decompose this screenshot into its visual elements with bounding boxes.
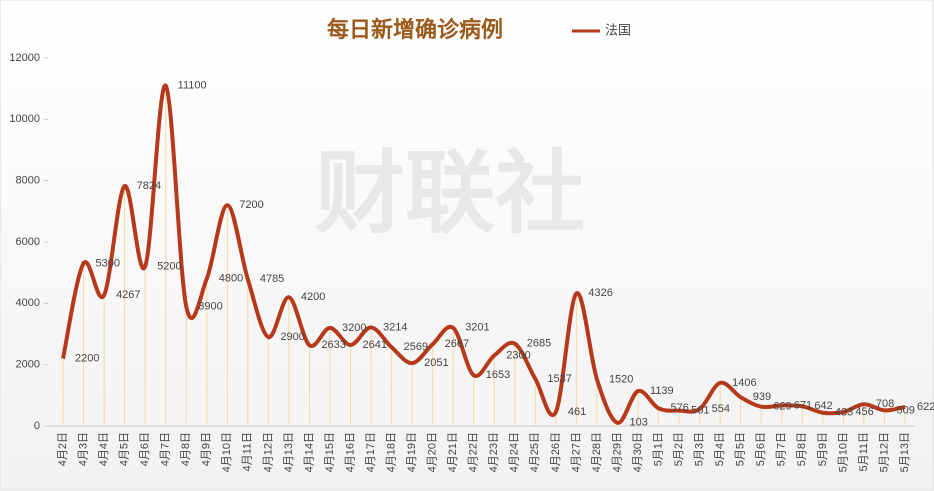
x-tick-label: 4月14日 [303,432,315,472]
x-tick-label: 4月9日 [201,432,213,466]
data-label: 1537 [547,373,571,385]
chart-title: 每日新增确诊病例 [327,17,503,42]
data-label: 671 [794,399,812,411]
x-tick-label: 5月11日 [858,432,870,472]
y-tick-label: 12000 [9,52,40,64]
x-tick-label: 5月8日 [796,432,808,466]
x-tick-label: 4月12日 [262,432,274,472]
x-tick-label: 4月8日 [180,432,192,466]
data-label: 461 [568,406,586,418]
data-label: 3900 [198,300,222,312]
y-tick-label: 6000 [16,236,40,248]
x-tick-label: 4月21日 [447,432,459,472]
data-label: 5300 [96,257,120,269]
x-tick-label: 4月18日 [385,432,397,472]
data-label: 939 [753,391,771,403]
x-tick-label: 4月24日 [509,432,521,472]
x-tick-label: 4月30日 [632,432,644,472]
x-tick-label: 5月12日 [878,432,890,472]
x-tick-label: 4月17日 [365,432,377,472]
data-label: 1653 [486,369,510,381]
x-tick-label: 5月1日 [652,432,664,466]
data-label: 4785 [260,273,284,285]
data-label: 2667 [445,338,469,350]
x-tick-label: 4月28日 [591,432,603,472]
data-label: 4326 [588,287,612,299]
x-tick-label: 4月7日 [160,432,172,466]
x-tick-label: 5月3日 [694,432,706,466]
data-label: 2685 [527,338,551,350]
data-label: 11100 [178,80,207,92]
data-label: 576 [671,402,689,414]
data-label: 3201 [465,322,489,334]
x-tick-label: 4月25日 [529,432,541,472]
y-tick-label: 2000 [16,359,40,371]
x-tick-label: 4月16日 [344,432,356,472]
data-label: 103 [629,417,647,429]
data-label: 554 [712,403,730,415]
watermark: 财联社 [315,144,585,244]
data-label: 3200 [342,322,366,334]
x-tick-label: 4月26日 [550,432,562,472]
data-label: 2051 [424,357,448,369]
x-tick-label: 4月20日 [427,432,439,472]
data-label: 4267 [116,289,140,301]
x-tick-label: 4月19日 [406,432,418,472]
data-label: 3214 [383,321,407,333]
x-tick-label: 5月6日 [755,432,767,466]
x-tick-label: 5月9日 [817,432,829,466]
x-tick-label: 5月4日 [714,432,726,466]
x-tick-label: 4月4日 [98,432,110,466]
y-tick-label: 4000 [16,297,40,309]
x-tick-label: 4月29日 [611,432,623,472]
x-tick-label: 4月3日 [77,432,89,466]
x-tick-label: 4月10日 [221,432,233,472]
data-label: 456 [855,406,873,418]
x-tick-label: 4月15日 [324,432,336,472]
x-tick-label: 4月27日 [570,432,582,472]
data-label: 642 [814,400,832,412]
x-tick-label: 5月13日 [899,432,911,472]
x-tick-label: 4月5日 [119,432,131,466]
data-label: 2900 [280,331,304,343]
legend-label: 法国 [605,22,631,37]
data-label: 2200 [75,352,99,364]
x-tick-label: 5月10日 [837,432,849,472]
data-label: 509 [896,404,914,416]
x-tick-label: 5月5日 [735,432,747,466]
x-tick-label: 5月2日 [673,432,685,466]
x-tick-label: 4月11日 [242,432,254,472]
x-tick-label: 4月2日 [57,432,69,466]
x-tick-label: 5月7日 [776,432,788,466]
data-label: 7824 [137,180,161,192]
x-tick-label: 4月6日 [139,432,151,466]
data-label: 1520 [609,373,633,385]
x-tick-label: 4月13日 [283,432,295,472]
y-tick-label: 0 [34,420,40,432]
data-label: 622 [917,401,934,413]
y-tick-label: 8000 [16,175,40,187]
x-tick-label: 4月23日 [488,432,500,472]
data-label: 2569 [404,341,428,353]
data-label: 501 [691,405,709,417]
data-label: 5200 [157,260,181,272]
data-label: 708 [876,398,894,410]
data-label: 4200 [301,291,325,303]
data-label: 7200 [239,199,263,211]
y-tick-label: 10000 [9,113,40,125]
data-label: 2300 [506,349,530,361]
data-label: 2641 [363,339,387,351]
data-label: 433 [835,407,853,419]
data-label: 629 [773,401,791,413]
data-label: 4800 [219,273,243,285]
legend: 法国 [572,22,631,37]
data-label: 1139 [650,385,674,397]
x-tick-label: 4月22日 [468,432,480,472]
data-label: 2633 [321,339,345,351]
line-series [61,83,906,425]
data-label: 1406 [732,377,756,389]
